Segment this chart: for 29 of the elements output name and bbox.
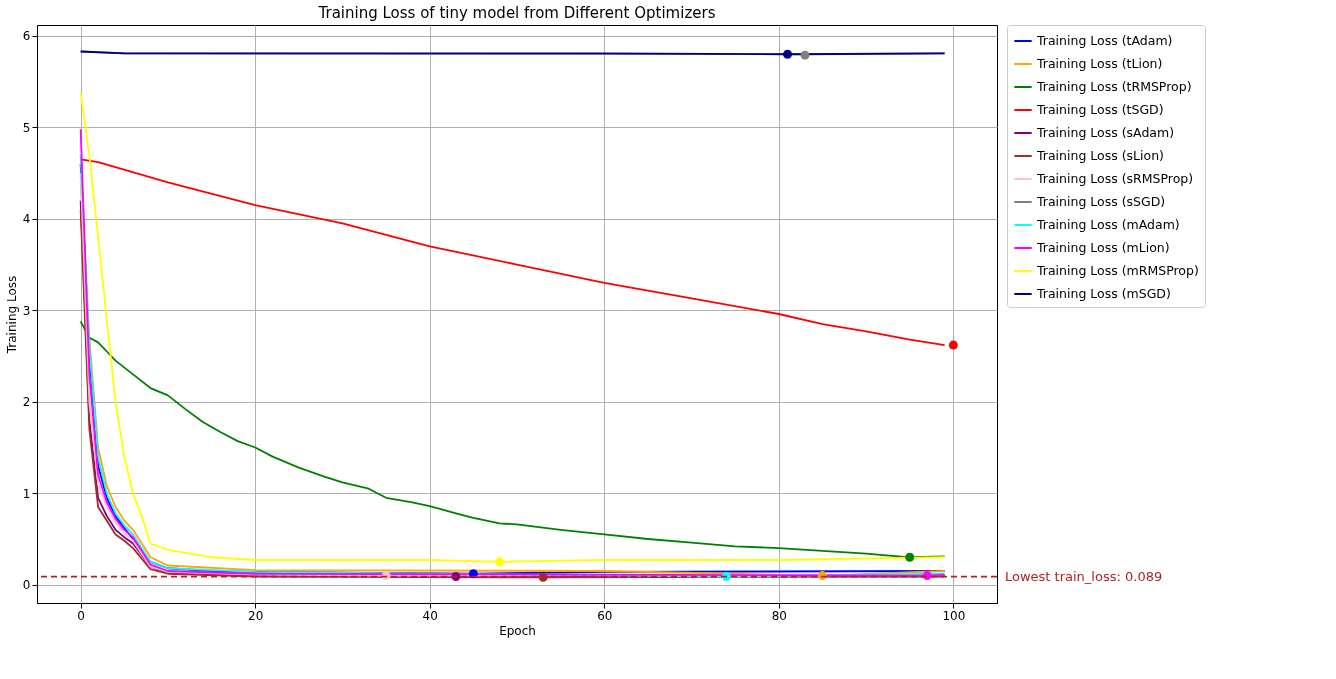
x-tick-label: 60 bbox=[597, 608, 613, 623]
legend-label: Training Loss (sSGD) bbox=[1036, 194, 1166, 209]
legend-label: Training Loss (mSGD) bbox=[1036, 286, 1171, 301]
y-tick-label: 6 bbox=[22, 29, 31, 44]
legend-label: Training Loss (tRMSProp) bbox=[1036, 79, 1192, 94]
y-axis-title: Training Loss bbox=[4, 275, 19, 355]
legend-label: Training Loss (tLion) bbox=[1036, 56, 1163, 71]
legend-label: Training Loss (sAdam) bbox=[1036, 125, 1175, 140]
x-tick-label: 80 bbox=[771, 608, 787, 623]
legend-label: Training Loss (tSGD) bbox=[1036, 102, 1164, 117]
legend-label: Training Loss (mAdam) bbox=[1036, 217, 1180, 232]
legend-label: Training Loss (sLion) bbox=[1036, 148, 1164, 163]
y-tick-label: 2 bbox=[22, 395, 31, 410]
y-tick-label: 3 bbox=[22, 303, 31, 318]
legend-label: Training Loss (mRMSProp) bbox=[1036, 263, 1199, 278]
ref-line-label: Lowest train_loss: 0.089 bbox=[1005, 568, 1163, 584]
legend-label: Training Loss (tAdam) bbox=[1036, 33, 1173, 48]
legend-label: Training Loss (sRMSProp) bbox=[1036, 171, 1194, 186]
x-tick-label: 100 bbox=[942, 608, 966, 623]
y-tick-label: 4 bbox=[22, 212, 31, 227]
chart-title: Training Loss of tiny model from Different Optimizers bbox=[317, 3, 716, 22]
x-tick-label: 20 bbox=[248, 608, 264, 623]
y-tick-label: 5 bbox=[22, 120, 31, 135]
x-tick-label: 40 bbox=[422, 608, 438, 623]
x-tick-label: 0 bbox=[77, 608, 85, 623]
legend-label: Training Loss (mLion) bbox=[1036, 240, 1170, 255]
x-axis-title: Epoch bbox=[499, 623, 536, 638]
y-tick-label: 1 bbox=[22, 486, 31, 501]
y-tick-label: 0 bbox=[22, 578, 31, 593]
